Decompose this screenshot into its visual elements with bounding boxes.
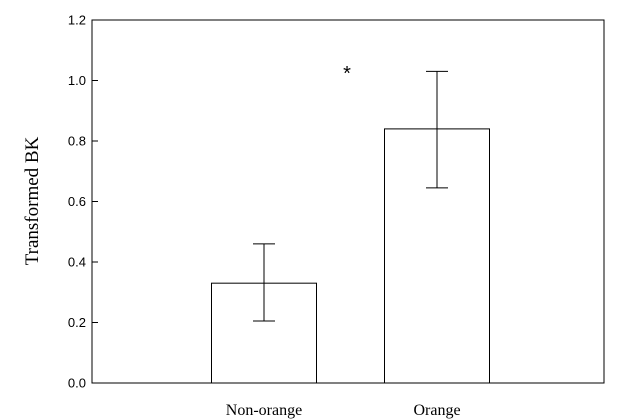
y-axis-label: Transformed BK	[22, 136, 43, 265]
y-axis-ticks: 0.0 0.2 0.4 0.6 0.8 1.0 1.2	[68, 13, 98, 391]
y-tick-label: 1.0	[68, 73, 86, 88]
y-tick-label: 0.6	[68, 194, 86, 209]
significance-asterisk: *	[343, 63, 351, 85]
x-category-label: Orange	[413, 402, 460, 419]
y-tick-label: 0.8	[68, 134, 86, 149]
x-category-label: Non-orange	[226, 402, 302, 419]
y-tick-label: 1.2	[68, 13, 86, 28]
y-tick-label: 0.4	[68, 255, 86, 270]
error-bars	[253, 70, 448, 322]
bars	[211, 128, 490, 384]
y-tick-label: 0.0	[68, 376, 86, 391]
y-tick-label: 0.2	[68, 315, 86, 330]
x-axis-labels: Non-orange Orange	[226, 402, 461, 419]
